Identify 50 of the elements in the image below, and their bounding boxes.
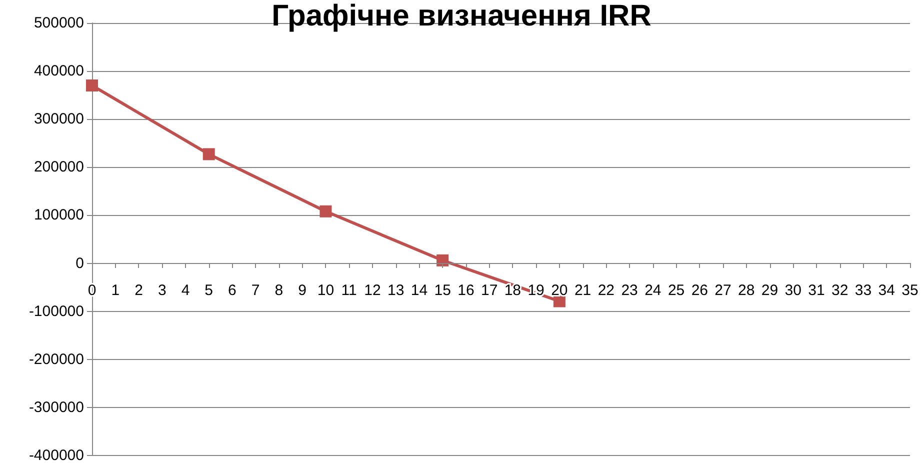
point [436,254,449,266]
x-tick-label: 4 [181,282,190,300]
x-tick-label: 35 [902,282,918,300]
x-tick-label: 24 [644,282,662,300]
y-tick-label: -100000 [28,302,84,320]
x-tick-label: 26 [691,282,708,300]
x-tick-label: 7 [251,282,260,300]
y-tick-label: 200000 [34,158,84,176]
y-tick-label: 100000 [34,206,84,224]
x-tick-label: 22 [598,282,615,300]
point [202,148,215,160]
x-tick-label: 0 [88,282,96,300]
x-tick-label: 14 [410,282,428,300]
x-tick-label: 25 [668,282,685,300]
x-tick-label: 30 [784,282,802,300]
x-tick-label: 6 [228,282,236,300]
x-tick-label: 12 [364,282,381,300]
x-tick-label: 13 [387,282,404,300]
x-tick-label: 3 [158,282,166,300]
x-tick-label: 29 [761,282,778,300]
x-tick-label: 2 [134,282,143,300]
y-tick-label: 400000 [34,62,84,80]
x-tick-label: 11 [341,282,357,300]
x-tick-label: 23 [621,282,638,300]
x-tick-label: 28 [738,282,755,300]
x-tick-label: 34 [878,282,895,300]
x-tick-label: 5 [204,282,214,300]
x-tick-label: 1 [111,282,120,300]
y-tick-label: 500000 [34,14,84,32]
x-tick-label: 27 [714,282,732,300]
y-tick-label: -200000 [28,350,84,368]
x-tick-label: 32 [832,282,848,300]
x-tick-label: 17 [480,282,498,300]
x-tick-label: 21 [574,282,592,300]
x-tick-label: 20 [551,282,568,300]
x-tick-label: 8 [274,282,284,300]
x-tick-label: 33 [854,282,872,300]
x-tick-label: 15 [434,282,451,300]
y-tick-label: -300000 [28,398,84,416]
point [320,205,332,218]
point [86,79,98,92]
y-tick-label: 0 [76,254,84,272]
x-tick-label: 16 [458,282,474,300]
chart-title: Графічне визначення IRR [272,0,652,32]
x-tick-label: 31 [808,282,825,300]
x-tick-label: 10 [317,282,334,300]
y-tick-label: -400000 [28,447,84,463]
x-tick-label: 18 [504,282,522,300]
y-tick-label: 300000 [34,110,84,128]
x-tick-label: 9 [298,282,307,300]
